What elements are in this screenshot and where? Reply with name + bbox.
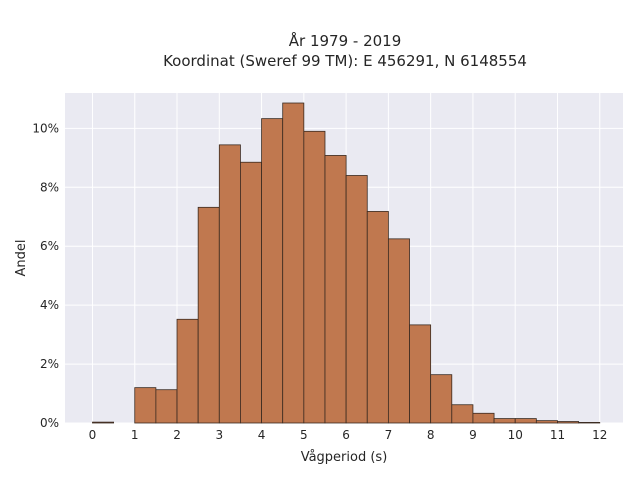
chart-title: År 1979 - 2019 (289, 31, 402, 50)
x-tick-label: 9 (469, 428, 477, 442)
x-tick-label: 12 (592, 428, 607, 442)
histogram-bar (324, 155, 347, 424)
histogram-bar (261, 118, 284, 424)
histogram-bar (155, 389, 178, 424)
bars (92, 102, 601, 424)
histogram-bar (557, 421, 580, 424)
histogram-bar (430, 374, 453, 424)
x-tick-label: 8 (427, 428, 435, 442)
histogram-bar (218, 144, 241, 424)
histogram-bar (451, 404, 474, 424)
histogram-bar (345, 175, 368, 424)
x-tick-label: 2 (173, 428, 181, 442)
histogram-bar (366, 211, 389, 424)
y-axis-label: Andel (14, 240, 29, 277)
x-axis-ticks: 0 1 2 3 4 5 6 7 8 9 10 11 12 (89, 428, 608, 442)
x-tick-label: 7 (385, 428, 393, 442)
x-tick-label: 4 (258, 428, 266, 442)
y-tick-label: 2% (40, 357, 59, 371)
y-tick-label: 0% (40, 416, 59, 430)
histogram-bar (535, 420, 558, 424)
histogram-bar (176, 318, 199, 424)
histogram-bar (240, 161, 262, 424)
histogram-bar (387, 238, 410, 424)
x-tick-label: 6 (342, 428, 350, 442)
histogram-bar (578, 422, 601, 424)
histogram-bar (409, 324, 432, 424)
histogram-bar (472, 412, 495, 424)
histogram-bar (197, 206, 220, 424)
histogram-bar (134, 387, 157, 424)
x-tick-label: 5 (300, 428, 308, 442)
y-tick-label: 6% (40, 239, 59, 253)
histogram-bar (493, 418, 516, 424)
x-axis-label: Vågperiod (s) (301, 450, 388, 465)
histogram-bar (303, 130, 326, 424)
histogram-bar (282, 102, 305, 424)
x-tick-label: 0 (89, 428, 97, 442)
histogram-bar (514, 418, 537, 424)
y-tick-label: 4% (40, 298, 59, 312)
histogram-bar (92, 421, 115, 424)
y-tick-label: 10% (32, 121, 59, 135)
x-tick-label: 10 (508, 428, 523, 442)
x-tick-label: 3 (215, 428, 223, 442)
y-tick-label: 8% (40, 180, 59, 194)
chart-subtitle: Koordinat (Sweref 99 TM): E 456291, N 61… (163, 52, 527, 70)
x-tick-label: 11 (550, 428, 565, 442)
y-axis-ticks: 0% 2% 4% 6% 8% 10% (32, 121, 59, 430)
x-tick-label: 1 (131, 428, 139, 442)
